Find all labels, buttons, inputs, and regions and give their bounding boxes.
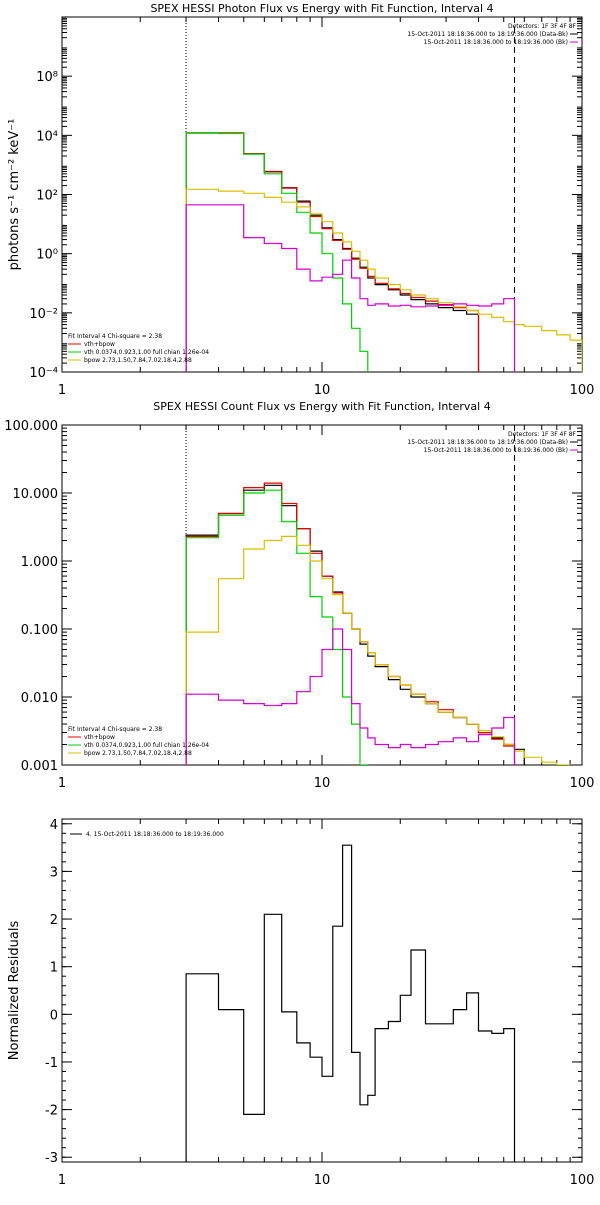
plot-area bbox=[185, 844, 516, 1162]
series-bk-histogram bbox=[185, 628, 516, 765]
y-axis-label: Normalized Residuals bbox=[7, 921, 22, 1061]
y-tick-label: 10.000 bbox=[13, 487, 59, 502]
series-bpow-histogram bbox=[185, 535, 571, 765]
legend-bottomleft-line: bpow 2.73,1.50,7.84,7.02,18.4,2.88 bbox=[84, 357, 192, 364]
y-tick-label: 0 bbox=[50, 1008, 58, 1023]
panel-residuals: Normalized Residuals 1 10 100 -3 -2 -1 0 1 2 3 4 4. … bbox=[7, 818, 594, 1188]
y-tick-label: 10⁻⁴ bbox=[29, 366, 58, 381]
plot-area bbox=[185, 425, 571, 765]
series-bk-histogram bbox=[185, 204, 516, 372]
y-tick-label: 2 bbox=[50, 913, 58, 928]
x-tick-label: 100 bbox=[570, 1173, 595, 1188]
y-tick-label: 0.010 bbox=[21, 691, 58, 706]
series-vth-histogram bbox=[185, 132, 369, 372]
x-tick-label: 100 bbox=[570, 776, 595, 791]
x-tick-label: 10 bbox=[314, 776, 331, 791]
y-tick-label: 1 bbox=[50, 961, 58, 976]
legend-bottomleft-line: vth+bpow bbox=[84, 341, 115, 348]
series-data-histogram bbox=[185, 484, 525, 765]
plot-frame bbox=[61, 818, 583, 1163]
plot-frame bbox=[61, 424, 583, 766]
y-tick-label: 3 bbox=[50, 865, 58, 880]
x-tick-label: 1 bbox=[58, 383, 66, 398]
chart-title: SPEX HESSI Count Flux vs Energy with Fit… bbox=[153, 400, 490, 413]
y-tick-label: 10⁴ bbox=[36, 129, 58, 144]
legend-bottomleft-line: vth 0.0374,0.923,1.00 full chian 1.26e-0… bbox=[84, 742, 209, 749]
legend-topright-line: 15-Oct-2011 18:18:36.000 to 18:19:36.000… bbox=[424, 447, 568, 454]
series-data-histogram bbox=[185, 844, 516, 1162]
panel-count: SPEX HESSI Count Flux vs Energy with Fit… bbox=[4, 400, 594, 791]
legend-bottomleft-line: vth+bpow bbox=[84, 734, 115, 741]
chart-title: SPEX HESSI Photon Flux vs Energy with Fi… bbox=[150, 2, 493, 15]
y-tick-label: -1 bbox=[45, 1056, 58, 1071]
x-tick-label: 100 bbox=[570, 383, 595, 398]
y-tick-label: 1.000 bbox=[21, 555, 58, 570]
y-tick-label: 10⁰ bbox=[36, 248, 58, 263]
legend-bottomleft-line: Fit Interval 4 Chi-square = 2.38 bbox=[68, 726, 162, 733]
x-tick-label: 1 bbox=[58, 1173, 66, 1188]
y-tick-label: 10² bbox=[36, 189, 58, 204]
y-tick-label: 0.100 bbox=[21, 623, 58, 638]
y-tick-label: -3 bbox=[45, 1151, 58, 1166]
panel-photon: SPEX HESSI Photon Flux vs Energy with Fi… bbox=[7, 2, 594, 398]
y-tick-label: 0.001 bbox=[21, 759, 58, 774]
y-axis-label: photons s⁻¹ cm⁻² keV⁻¹ bbox=[7, 119, 22, 271]
series-total-histogram bbox=[185, 482, 516, 765]
series-bpow-histogram bbox=[185, 188, 582, 372]
legend-bottomleft-line: Fit Interval 4 Chi-square = 2.38 bbox=[68, 333, 162, 340]
legend-bottomleft-line: bpow 2.73,1.50,7.84,7.02,18.4,2.88 bbox=[84, 750, 192, 757]
legend-topright-line: 15-Oct-2011 18:18:36.000 to 18:19:36.000… bbox=[407, 439, 568, 446]
y-tick-label: 100.000 bbox=[4, 419, 58, 434]
y-tick-label: 10⁻² bbox=[29, 307, 58, 322]
legend-topleft-line: 4. 15-Oct-2011 18:18:36.000 to 18:19:36.… bbox=[86, 831, 224, 838]
legend-topright-line: 15-Oct-2011 18:18:36.000 to 18:19:36.000… bbox=[407, 31, 568, 38]
x-tick-label: 1 bbox=[58, 776, 66, 791]
y-tick-label: 10⁸ bbox=[36, 70, 58, 85]
legend-topright-line: Detectors: 1F 3F 4F 8F bbox=[508, 23, 577, 30]
x-tick-label: 10 bbox=[314, 383, 331, 398]
legend-bottomleft-line: vth 0.0374,0.923,1.00 full chian 1.26e-0… bbox=[84, 349, 209, 356]
legend-topright-line: Detectors: 1F 3F 4F 8F bbox=[508, 431, 577, 438]
plot-area bbox=[185, 17, 582, 372]
y-tick-label: -2 bbox=[45, 1104, 58, 1119]
x-tick-label: 10 bbox=[314, 1173, 331, 1188]
y-tick-label: 4 bbox=[50, 818, 58, 833]
series-vth-histogram bbox=[185, 489, 369, 765]
legend-topright-line: 15-Oct-2011 18:18:36.000 to 18:19:36.000… bbox=[424, 39, 568, 46]
